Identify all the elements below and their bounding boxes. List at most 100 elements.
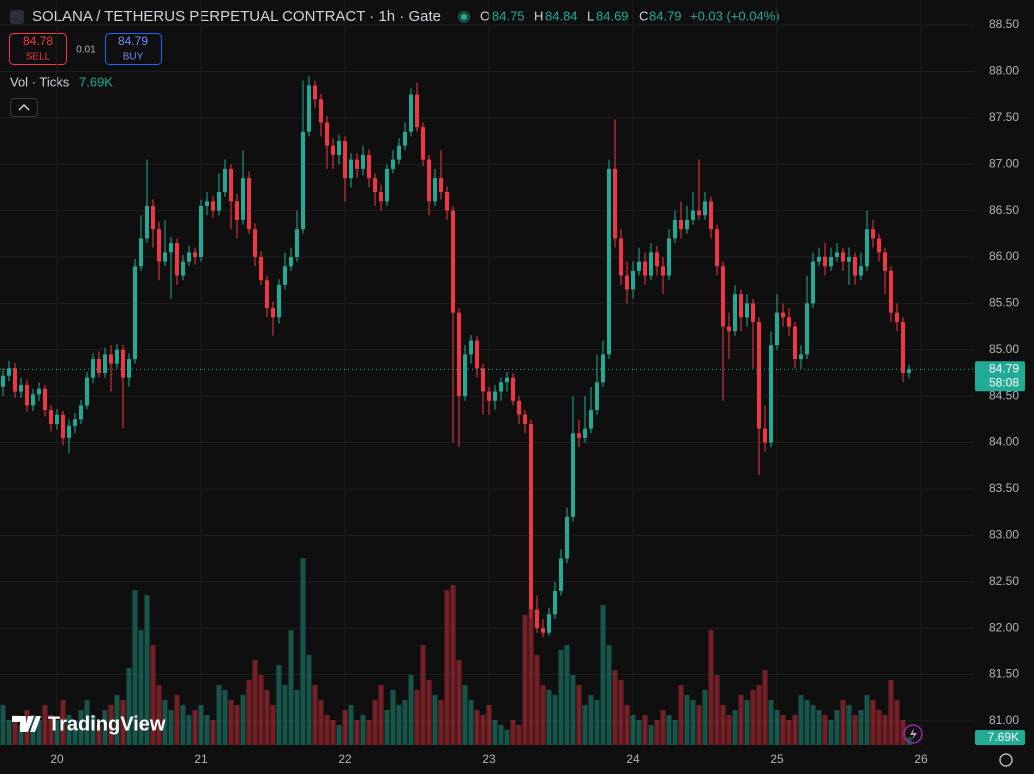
volume-bar	[492, 720, 498, 745]
candle-body	[79, 405, 83, 420]
trade-buttons: 84.78 SELL 0.01 84.79 BUY	[9, 33, 162, 65]
candle-body	[901, 321, 905, 373]
candle-body	[583, 428, 587, 438]
candle-body	[679, 219, 683, 230]
candle-body	[361, 154, 365, 169]
volume-bar	[198, 705, 204, 745]
candle-body	[445, 192, 449, 211]
x-tick-label: 25	[770, 752, 784, 766]
candles	[1, 76, 911, 638]
candle-body	[193, 252, 197, 257]
candle-body	[25, 385, 29, 406]
candle-body	[373, 178, 377, 193]
volume-bar	[216, 685, 222, 745]
volume-bar	[96, 725, 102, 745]
y-tick-label: 82.50	[989, 574, 1019, 588]
volume-value: 7.69K	[79, 74, 113, 89]
volume-bar	[780, 715, 786, 745]
candle-body	[643, 261, 647, 276]
volume-bar	[720, 705, 726, 745]
alert-icon[interactable]	[903, 724, 923, 744]
volume-bar	[630, 715, 636, 745]
candle-body	[1, 375, 5, 387]
volume-bar	[450, 585, 456, 745]
volume-bar	[426, 680, 432, 745]
candle-body	[691, 210, 695, 220]
volume-bar	[252, 660, 258, 745]
candle-body	[355, 159, 359, 169]
candle-body	[871, 229, 875, 239]
candle-body	[829, 256, 833, 267]
candle-body	[439, 178, 443, 193]
volume-bar	[228, 700, 234, 745]
candle-body	[559, 558, 563, 591]
volume-bar	[510, 720, 516, 745]
volume-bar	[660, 710, 666, 745]
price-badge-value: 84.79	[989, 361, 1019, 375]
volume-bar	[60, 700, 66, 745]
buy-label: BUY	[123, 52, 144, 63]
y-tick-label: 87.50	[989, 110, 1019, 124]
candle-body	[133, 266, 137, 360]
candle-body	[205, 201, 209, 206]
candle-body	[775, 312, 779, 346]
volume-bar	[792, 715, 798, 745]
volume-bar	[564, 645, 570, 745]
volume-bar	[432, 695, 438, 745]
candle-body	[811, 261, 815, 304]
candle-body	[115, 349, 119, 364]
volume-bar	[624, 705, 630, 745]
volume-bar	[756, 685, 762, 745]
volume-bar	[0, 705, 6, 745]
volume-bar	[102, 710, 108, 745]
volume-bar	[816, 710, 822, 745]
sell-label: SELL	[26, 52, 51, 63]
volume-bar	[342, 710, 348, 745]
buy-button[interactable]	[105, 33, 162, 65]
candle-body	[769, 345, 773, 443]
volume-bar	[120, 700, 126, 745]
candle-body	[391, 159, 395, 169]
volume-bar	[156, 685, 162, 745]
candle-body	[517, 400, 521, 415]
candle-body	[127, 359, 131, 378]
y-tick-label: 86.00	[989, 249, 1019, 263]
volume-bar	[348, 705, 354, 745]
settings-icon[interactable]	[999, 753, 1013, 767]
candle-body	[907, 369, 911, 373]
candle-body	[541, 628, 545, 633]
candle-body	[877, 238, 881, 253]
volume-bar	[222, 690, 228, 745]
volume-bar	[600, 605, 606, 745]
candle-body	[835, 252, 839, 257]
y-tick-label: 88.50	[989, 17, 1019, 31]
volume-bar	[636, 720, 642, 745]
volume-bar	[360, 715, 366, 745]
candle-body	[343, 141, 347, 179]
volume-bar	[558, 650, 564, 745]
candle-body	[625, 275, 629, 290]
volume-bar	[258, 675, 264, 745]
candle-body	[577, 433, 581, 438]
volume-bar	[786, 720, 792, 745]
volume-bar	[882, 715, 888, 745]
candle-body	[823, 256, 827, 267]
volume-bar	[444, 590, 450, 745]
volume-bar	[738, 695, 744, 745]
candle-body	[163, 252, 167, 262]
candle-body	[751, 303, 755, 322]
volume-bar	[594, 700, 600, 745]
candle-body	[781, 312, 785, 318]
candle-body	[451, 210, 455, 313]
candle-body	[697, 210, 701, 216]
sell-button[interactable]	[9, 33, 67, 65]
candle-body	[103, 354, 107, 373]
volume-bar	[504, 730, 510, 745]
candle-body	[301, 131, 305, 230]
collapse-button[interactable]	[10, 98, 38, 117]
candle-body	[565, 516, 569, 559]
candle-body	[661, 266, 665, 276]
sell-price: 84.78	[23, 34, 53, 48]
volume-bar	[666, 715, 672, 745]
